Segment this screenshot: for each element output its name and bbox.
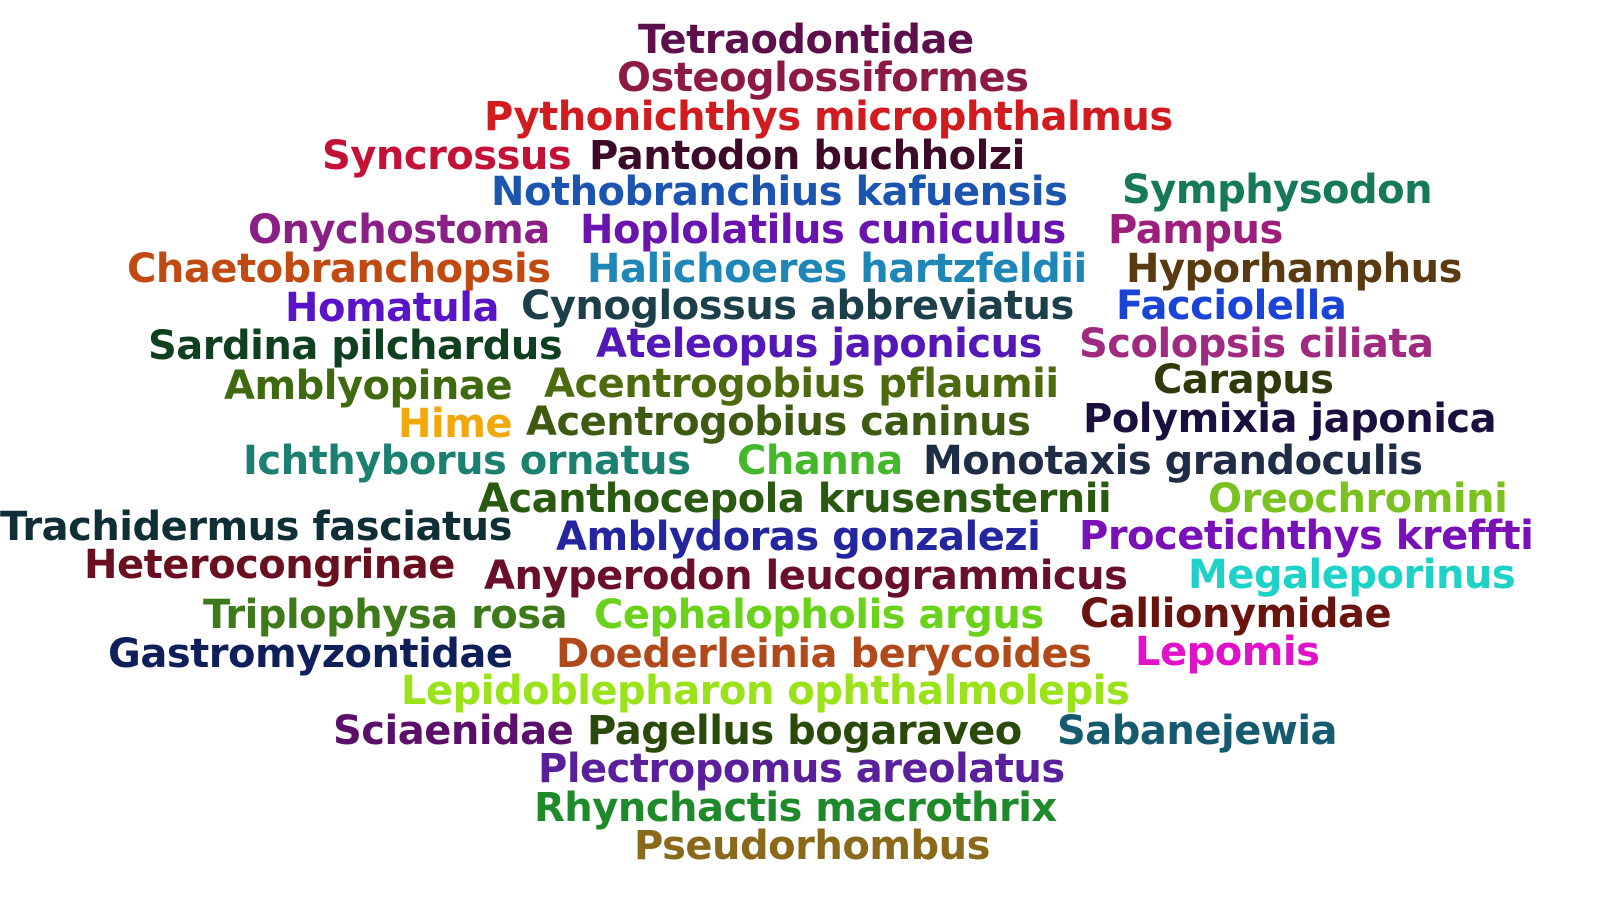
word-lepomis: Lepomis: [1135, 629, 1320, 675]
word-monotaxis-grandoculis: Monotaxis grandoculis: [923, 438, 1423, 484]
word-channa: Channa: [737, 438, 903, 484]
word-pantodon-buchholzi: Pantodon buchholzi: [589, 133, 1025, 179]
word-acentrogobius-pflaumii: Acentrogobius pflaumii: [544, 361, 1059, 407]
word-amblyopinae: Amblyopinae: [224, 363, 512, 409]
word-syncrossus: Syncrossus: [322, 133, 572, 179]
word-hime: Hime: [398, 401, 513, 447]
word-hyporhamphus: Hyporhamphus: [1126, 246, 1462, 292]
word-scolopsis-ciliata: Scolopsis ciliata: [1079, 321, 1434, 367]
word-triplophysa-rosa: Triplophysa rosa: [203, 592, 568, 638]
word-homatula: Homatula: [285, 285, 499, 331]
word-procetichthys-kreffti: Procetichthys kreffti: [1079, 513, 1534, 559]
word-pseudorhombus: Pseudorhombus: [634, 823, 990, 869]
word-nothobranchius-kafuensis: Nothobranchius kafuensis: [491, 169, 1068, 215]
word-osteoglossiformes: Osteoglossiformes: [617, 55, 1029, 101]
word-cynoglossus-abbreviatus: Cynoglossus abbreviatus: [521, 283, 1074, 329]
word-cephalopholis-argus: Cephalopholis argus: [594, 592, 1044, 638]
word-carapus: Carapus: [1153, 357, 1334, 403]
word-plectropomus-areolatus: Plectropomus areolatus: [538, 746, 1065, 792]
word-pythonichthys-microphthalmus: Pythonichthys microphthalmus: [484, 94, 1173, 140]
word-anyperodon-leucogrammicus: Anyperodon leucogrammicus: [484, 553, 1128, 599]
word-pampus: Pampus: [1108, 207, 1283, 253]
word-rhynchactis-macrothrix: Rhynchactis macrothrix: [534, 785, 1057, 831]
word-polymixia-japonica: Polymixia japonica: [1083, 396, 1497, 442]
word-doederleinia-berycoides: Doederleinia berycoides: [556, 631, 1092, 677]
word-megaleporinus: Megaleporinus: [1188, 552, 1516, 598]
word-tetraodontidae: Tetraodontidae: [638, 17, 974, 63]
word-acanthocepola-krusensternii: Acanthocepola krusensternii: [478, 476, 1112, 522]
word-ateleopus-japonicus: Ateleopus japonicus: [596, 321, 1042, 367]
word-sciaenidae: Sciaenidae: [333, 708, 574, 754]
word-facciolella: Facciolella: [1116, 283, 1347, 329]
word-acentrogobius-caninus: Acentrogobius caninus: [526, 399, 1031, 445]
word-gastromyzontidae: Gastromyzontidae: [108, 631, 513, 677]
word-amblydoras-gonzalezi: Amblydoras gonzalezi: [556, 514, 1041, 560]
word-hoplolatilus-cuniculus: Hoplolatilus cuniculus: [580, 207, 1066, 253]
word-symphysodon: Symphysodon: [1122, 167, 1433, 213]
word-oreochromini: Oreochromini: [1208, 476, 1508, 522]
word-pagellus-bogaraveo: Pagellus bogaraveo: [587, 708, 1022, 754]
word-chaetobranchopsis: Chaetobranchopsis: [127, 246, 551, 292]
word-lepidoblepharon-ophthalmolepis: Lepidoblepharon ophthalmolepis: [401, 668, 1130, 714]
word-onychostoma: Onychostoma: [248, 207, 550, 253]
word-trachidermus-fasciatus: Trachidermus fasciatus: [0, 504, 512, 550]
word-sardina-pilchardus: Sardina pilchardus: [148, 323, 563, 369]
word-heterocongrinae: Heterocongrinae: [84, 542, 455, 588]
word-halichoeres-hartzfeldii: Halichoeres hartzfeldii: [587, 246, 1087, 292]
word-sabanejewia: Sabanejewia: [1057, 708, 1338, 754]
word-ichthyborus-ornatus: Ichthyborus ornatus: [243, 438, 691, 484]
word-callionymidae: Callionymidae: [1080, 591, 1392, 637]
